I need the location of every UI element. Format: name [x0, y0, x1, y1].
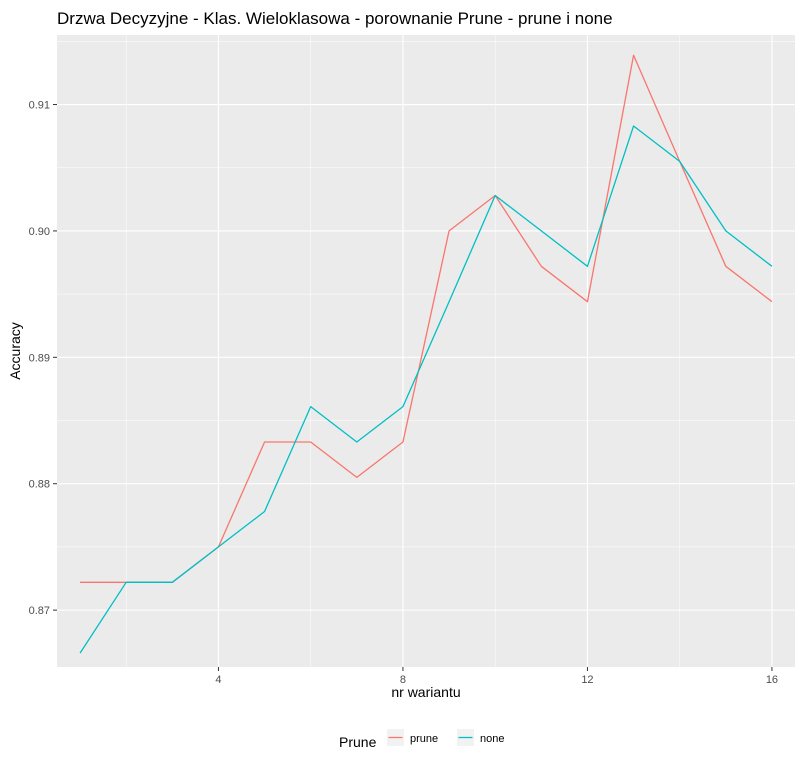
x-axis-title: nr wariantu	[391, 684, 460, 700]
x-tick-label: 4	[215, 674, 221, 686]
axis-ticks	[53, 104, 773, 671]
y-tick-label: 0.89	[29, 352, 50, 364]
legend-title: Prune	[339, 734, 377, 750]
legend-label: prune	[410, 733, 438, 745]
x-tick-label: 12	[581, 674, 593, 686]
series-layer	[79, 54, 773, 654]
y-tick-label: 0.88	[29, 479, 50, 491]
grid-major	[57, 35, 795, 667]
x-tick-label: 8	[400, 674, 406, 686]
y-axis-title: Accuracy	[7, 322, 23, 380]
y-tick-label: 0.87	[29, 605, 50, 617]
y-tick-label: 0.90	[29, 226, 50, 238]
legend-item-prune: prune	[387, 729, 438, 746]
grid-minor	[57, 35, 795, 667]
y-tick-labels: 0.87 0.88 0.89 0.90 0.91	[29, 100, 50, 618]
x-tick-label: 16	[766, 674, 778, 686]
y-tick-label: 0.91	[29, 100, 50, 112]
legend-label: none	[480, 733, 504, 745]
series-line-none	[79, 125, 773, 654]
legend-items: prune none	[387, 729, 504, 746]
plot-panel	[57, 35, 795, 667]
legend-item-none: none	[457, 729, 504, 746]
chart-title: Drzwa Decyzyjne - Klas. Wieloklasowa - p…	[57, 9, 613, 28]
legend: Prune prune none	[339, 729, 504, 750]
x-tick-labels: 4 8 12 16	[215, 674, 778, 686]
